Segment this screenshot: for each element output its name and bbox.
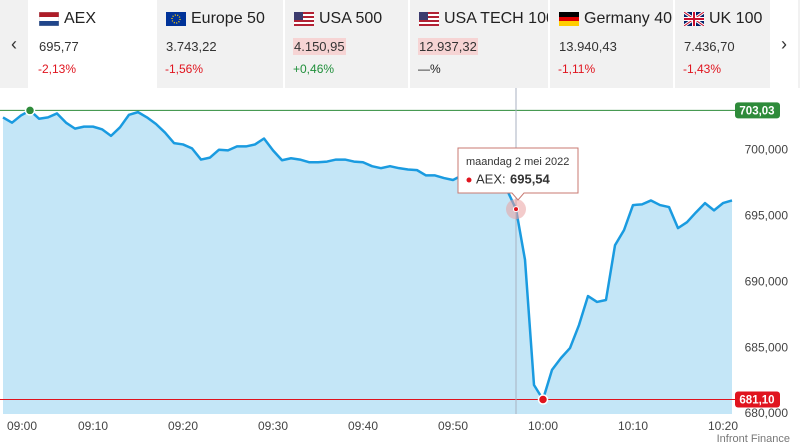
tooltip-date: maandag 2 mei 2022 <box>466 156 569 168</box>
scroll-right[interactable]: › <box>770 0 798 88</box>
ticker-name: USA TECH 100 <box>444 10 555 27</box>
ticker-price: 3.743,22 <box>166 39 217 54</box>
ticker-change: -1,43% <box>683 62 722 76</box>
hover-dot <box>513 206 519 213</box>
x-tick-label: 10:00 <box>528 419 558 433</box>
ticker-tab[interactable]: AEX 695,77 -2,13% <box>28 0 155 88</box>
reference-label-box <box>735 391 780 408</box>
ticker-name: Europe 50 <box>191 10 265 27</box>
y-tick-label: 695,000 <box>745 208 789 222</box>
scroll-left[interactable]: ‹ <box>11 33 17 54</box>
ticker-price: 7.436,70 <box>684 39 735 54</box>
ticker-name: UK 100 <box>709 10 763 27</box>
ticker-change: —% <box>418 62 441 76</box>
ticker-bar: ‹ AEX 695,77 -2,13% Europe 50 3.743,22 -… <box>0 0 800 88</box>
flag <box>166 12 186 26</box>
ticker-change: +0,46% <box>293 62 335 76</box>
ticker-tab[interactable]: USA TECH 100 12.937,32 —% <box>408 0 555 88</box>
x-tick-label: 09:40 <box>348 419 378 433</box>
ticker-change: -1,56% <box>165 62 204 76</box>
x-tick-label: 09:30 <box>258 419 288 433</box>
flag <box>419 12 439 26</box>
tooltip-bullet <box>466 177 472 183</box>
ticker-tab[interactable]: UK 100 7.436,70 -1,43% <box>673 0 770 88</box>
tooltip-value: 695,54 <box>510 171 551 186</box>
reference-label-box <box>735 102 780 119</box>
ticker-price: 13.940,43 <box>559 39 617 54</box>
tooltip-box <box>457 147 579 201</box>
area-fill <box>3 110 732 414</box>
x-tick-label: 09:50 <box>438 419 468 433</box>
tooltip-label: AEX: <box>476 171 506 186</box>
y-tick-label: 685,000 <box>745 340 789 354</box>
ticker-price: 695,77 <box>39 39 79 54</box>
extreme-dot <box>537 394 549 405</box>
x-tick-label: 10:20 <box>708 419 738 433</box>
ticker-name: Germany 40 <box>584 10 673 27</box>
y-tick-label: 680,000 <box>745 406 789 420</box>
reference-label: 703,03 <box>739 105 774 117</box>
ticker-tab[interactable]: USA 500 4.150,95 +0,46% <box>283 0 408 88</box>
y-tick-label: 690,000 <box>745 274 789 288</box>
flag <box>684 12 704 26</box>
ticker-tab[interactable]: Europe 50 3.743,22 -1,56% <box>155 0 283 88</box>
x-tick-label: 09:20 <box>168 419 198 433</box>
ticker-name: AEX <box>64 10 97 27</box>
ticker-change: -2,13% <box>38 62 77 76</box>
ticker-name: USA 500 <box>319 10 383 27</box>
extreme-dot <box>24 105 36 116</box>
flag <box>559 12 579 26</box>
x-tick-label: 10:10 <box>618 419 648 433</box>
y-tick-label: 700,000 <box>745 143 789 157</box>
line <box>2 109 733 401</box>
ticker-price: 12.937,32 <box>418 38 478 55</box>
reference-label: 681,10 <box>739 395 774 407</box>
ticker-change: -1,11% <box>558 62 596 76</box>
ticker-price: 4.150,95 <box>293 38 346 55</box>
ticker-tab[interactable]: Germany 40 13.940,43 -1,11% <box>548 0 673 88</box>
flag <box>294 12 314 26</box>
x-tick-label: 09:00 <box>7 419 37 433</box>
flag <box>39 12 59 26</box>
source: Infront Finance <box>717 433 790 445</box>
x-tick-label: 09:10 <box>78 419 108 433</box>
